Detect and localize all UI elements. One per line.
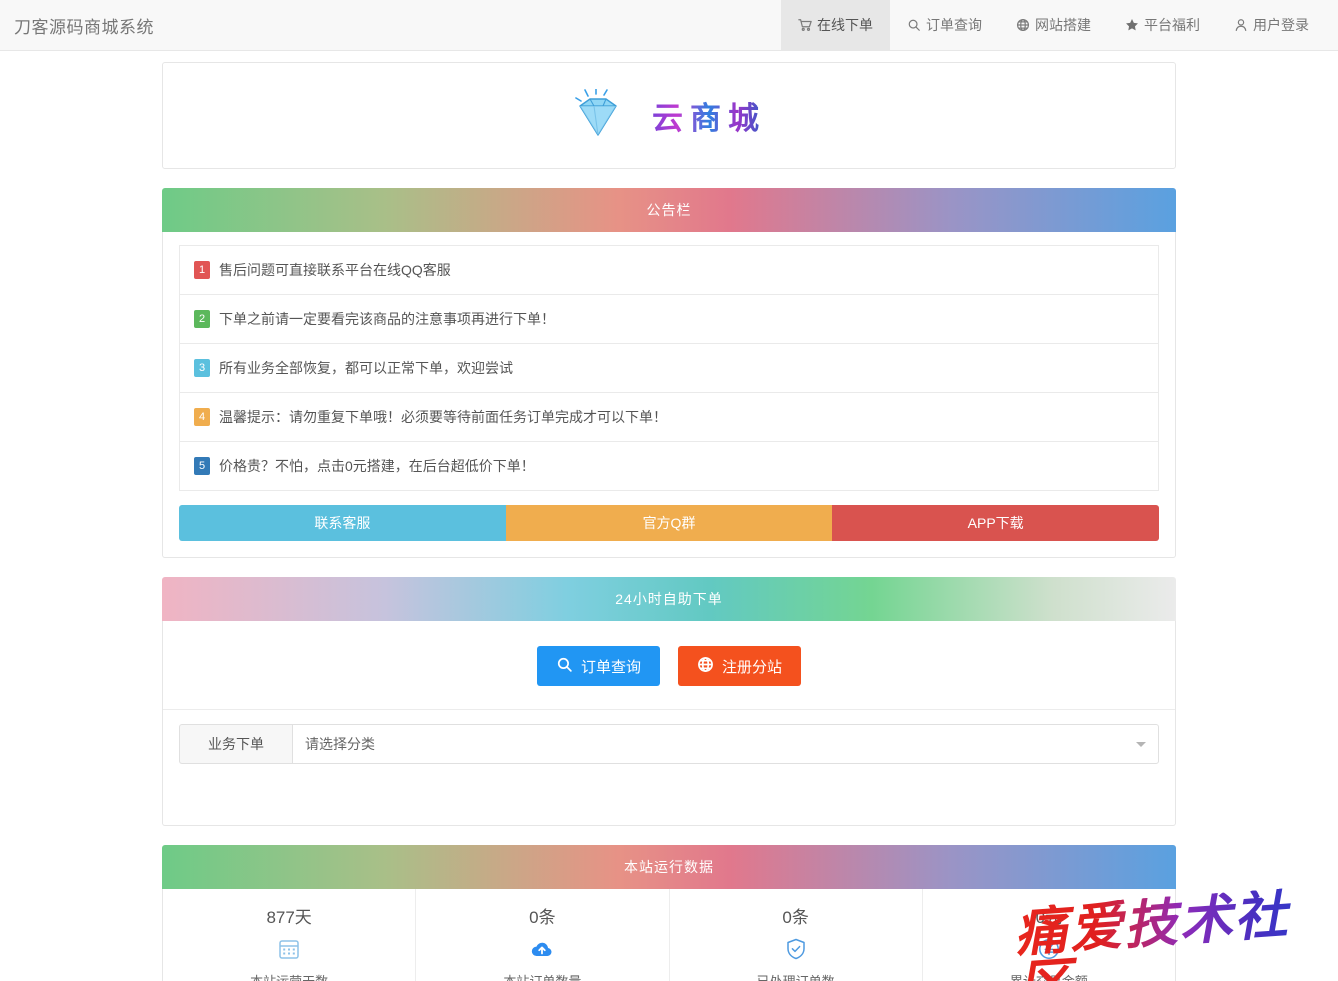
stat-label: 本站订单数量 — [416, 971, 668, 981]
content-container: 云商城 公告栏 1 售后问题可直接联系平台在线QQ客服 2 — [162, 62, 1176, 981]
list-item[interactable]: 2 下单之前请一定要看完该商品的注意事项再进行下单！ — [180, 295, 1158, 344]
category-select[interactable]: 请选择分类 — [292, 724, 1159, 764]
diamond-icon — [572, 87, 636, 143]
contact-support-button[interactable]: 联系客服 — [179, 505, 506, 541]
order-panel-spacer — [163, 778, 1175, 825]
nav-label: 平台福利 — [1144, 17, 1200, 33]
register-substation-button[interactable]: 注册分站 — [678, 646, 802, 686]
list-item[interactable]: 1 售后问题可直接联系平台在线QQ客服 — [180, 246, 1158, 295]
stats-row: 877天 — [163, 889, 1175, 981]
stat-value: 0元 — [1035, 908, 1063, 927]
nav-item-user-login[interactable]: 用户登录 — [1217, 0, 1326, 50]
nav-label: 订单查询 — [926, 17, 982, 33]
search-icon — [556, 656, 573, 677]
list-item[interactable]: 5 价格贵？不怕，点击0元搭建，在后台超低价下单！ — [180, 442, 1158, 491]
stat-value: 0条 — [529, 908, 556, 927]
list-item[interactable]: 3 所有业务全部恢复，都可以正常下单，欢迎尝试 — [180, 344, 1158, 393]
order-panel-title: 24小时自助下单 — [162, 577, 1176, 621]
announcement-title: 公告栏 — [162, 188, 1176, 232]
nav-label: 在线下单 — [817, 17, 873, 33]
official-qq-group-button[interactable]: 官方Q群 — [505, 505, 833, 541]
announcement-list: 1 售后问题可直接联系平台在线QQ客服 2 下单之前请一定要看完该商品的注意事项… — [179, 245, 1159, 491]
cloud-upload-icon — [416, 934, 668, 964]
stat-total-amount: 0元 累计交易金额 — [923, 889, 1175, 981]
logo-panel: 云商城 — [162, 62, 1176, 169]
star-icon — [1125, 18, 1139, 32]
nav-label: 网站搭建 — [1035, 17, 1091, 33]
stat-value: 0条 — [782, 908, 809, 927]
item-number: 4 — [194, 408, 210, 426]
user-icon — [1234, 18, 1248, 32]
stat-processed-orders: 0条 已处理订单数 — [670, 889, 923, 981]
yen-icon — [923, 934, 1175, 964]
stat-order-count: 0条 本站订单数量 — [416, 889, 670, 981]
item-number: 3 — [194, 359, 210, 377]
announcement-panel: 公告栏 1 售后问题可直接联系平台在线QQ客服 2 下单之前请一定要看完该商品的… — [162, 188, 1176, 558]
item-number: 5 — [194, 457, 210, 475]
logo-text: 云商城 — [652, 93, 766, 138]
shield-check-icon — [670, 934, 922, 964]
search-icon — [907, 18, 921, 32]
stat-label: 已处理订单数 — [670, 971, 922, 981]
nav-label: 用户登录 — [1253, 17, 1309, 33]
top-navbar: 刀客源码商城系统 在线下单 订单查询 网站搭建 — [0, 0, 1338, 51]
nav-item-site-build[interactable]: 网站搭建 — [999, 0, 1108, 50]
stats-title: 本站运行数据 — [162, 845, 1176, 889]
site-logo: 云商城 — [572, 87, 766, 143]
stat-operating-days: 877天 — [163, 889, 417, 981]
button-label: 订单查询 — [580, 658, 641, 676]
stats-panel: 本站运行数据 877天 — [162, 845, 1176, 981]
cart-icon — [798, 18, 812, 32]
item-number: 1 — [194, 261, 210, 279]
nav-item-online-order[interactable]: 在线下单 — [781, 0, 890, 50]
item-text: 下单之前请一定要看完该商品的注意事项再进行下单！ — [219, 311, 555, 327]
order-query-button[interactable]: 订单查询 — [536, 646, 660, 686]
stat-value: 877天 — [266, 908, 312, 927]
app-download-button[interactable]: APP下载 — [832, 505, 1160, 541]
announcement-buttons: 联系客服 官方Q群 APP下载 — [179, 505, 1160, 541]
category-select-value: 请选择分类 — [305, 736, 375, 752]
business-order-label: 业务下单 — [179, 724, 292, 764]
item-text: 售后问题可直接联系平台在线QQ客服 — [219, 262, 451, 278]
item-text: 温馨提示：请勿重复下单哦！必须要等待前面任务订单完成才可以下单！ — [219, 409, 667, 425]
button-label: 注册分站 — [722, 658, 783, 676]
order-panel: 24小时自助下单 订单查询 注册分站 — [162, 577, 1176, 826]
order-form: 业务下单 请选择分类 — [163, 709, 1175, 778]
globe-icon — [1016, 18, 1030, 32]
item-text: 价格贵？不怕，点击0元搭建，在后台超低价下单！ — [219, 458, 535, 474]
stat-label: 本站运营天数 — [163, 971, 415, 981]
globe-icon — [697, 656, 714, 677]
calendar-icon — [163, 934, 415, 964]
order-actions: 订单查询 注册分站 — [163, 621, 1175, 709]
nav-items: 在线下单 订单查询 网站搭建 平台福利 — [781, 0, 1338, 50]
item-number: 2 — [194, 310, 210, 328]
site-brand: 刀客源码商城系统 — [14, 17, 154, 37]
nav-item-platform-welfare[interactable]: 平台福利 — [1108, 0, 1217, 50]
list-item[interactable]: 4 温馨提示：请勿重复下单哦！必须要等待前面任务订单完成才可以下单！ — [180, 393, 1158, 442]
chevron-down-icon — [1136, 741, 1146, 747]
item-text: 所有业务全部恢复，都可以正常下单，欢迎尝试 — [219, 360, 513, 376]
nav-item-order-query[interactable]: 订单查询 — [890, 0, 999, 50]
stat-label: 累计交易金额 — [923, 971, 1175, 981]
page-content: 云商城 公告栏 1 售后问题可直接联系平台在线QQ客服 2 — [0, 62, 1338, 981]
